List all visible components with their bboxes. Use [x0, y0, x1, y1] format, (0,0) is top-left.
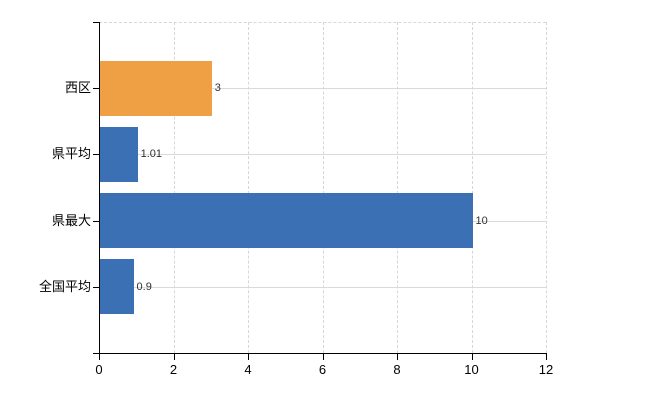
- bar-全国平均: [100, 259, 134, 315]
- bar-value-label: 0.9: [136, 280, 152, 293]
- horizontal-gridline: [99, 154, 546, 156]
- vertical-gridline: [173, 22, 175, 353]
- x-axis-tick-label: 12: [538, 362, 554, 377]
- vertical-gridline: [546, 22, 547, 353]
- vertical-gridline: [322, 22, 324, 353]
- x-axis-tick: [471, 354, 473, 360]
- x-axis-tick-label: 8: [393, 362, 401, 377]
- category-label: 西区: [64, 80, 91, 96]
- y-axis-tick: [93, 220, 99, 222]
- bar-value-label: 10: [475, 214, 488, 227]
- x-axis-tick: [99, 354, 100, 360]
- x-axis-tick-label: 4: [244, 362, 252, 377]
- x-axis-tick: [546, 354, 547, 360]
- vertical-gridline: [248, 22, 249, 353]
- x-axis-tick: [173, 354, 175, 360]
- y-axis-tick: [93, 22, 99, 23]
- x-axis-tick: [322, 354, 324, 360]
- y-axis-tick: [93, 88, 99, 90]
- bar-value-label: 3: [214, 82, 221, 95]
- bar-県平均: [100, 126, 138, 182]
- vertical-gridline: [397, 22, 398, 353]
- category-label: 全国平均: [38, 278, 91, 294]
- y-axis-tick: [93, 353, 99, 354]
- bar-value-label: 1.01: [140, 148, 163, 161]
- bar-西区: [100, 60, 212, 116]
- x-axis: [99, 353, 547, 354]
- x-axis-tick-label: 6: [318, 362, 327, 377]
- x-axis-tick: [397, 354, 398, 360]
- x-axis-tick-label: 2: [169, 362, 178, 377]
- x-axis-tick-label: 0: [95, 362, 103, 377]
- category-label: 県平均: [51, 146, 91, 162]
- y-axis: [99, 22, 100, 354]
- vertical-gridline: [471, 22, 473, 353]
- horizontal-gridline: [99, 286, 546, 288]
- bar-県最大: [100, 193, 473, 249]
- y-axis-tick: [93, 286, 99, 288]
- y-axis-tick: [93, 154, 99, 156]
- horizontal-gridline: [99, 88, 546, 90]
- category-label: 県最大: [51, 212, 91, 228]
- x-axis-tick-label: 10: [464, 362, 479, 377]
- x-axis-tick: [248, 354, 249, 360]
